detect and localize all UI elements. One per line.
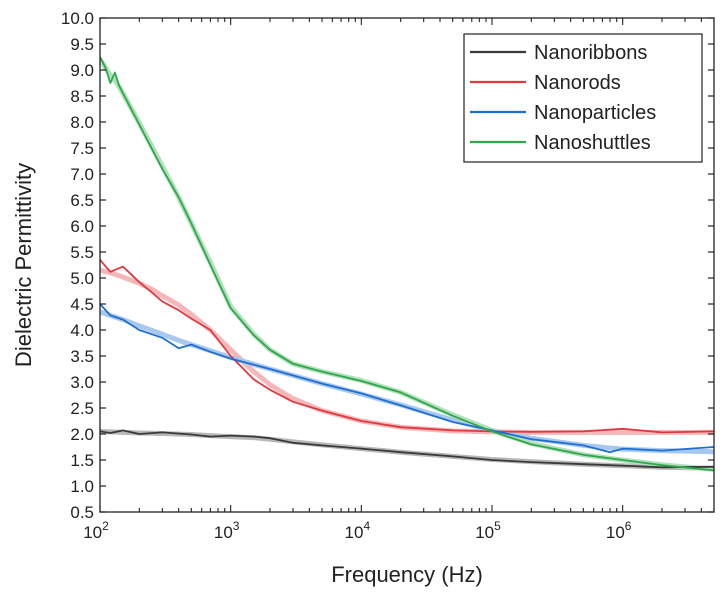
y-tick-label: 7.5	[70, 139, 94, 158]
x-axis: 102 103 104 105 106	[83, 18, 715, 542]
y-axis-title: Dielectric Permittivity	[11, 163, 36, 367]
y-tick-label: 3.5	[70, 347, 94, 366]
y-tick-label: 10.0	[61, 9, 94, 28]
y-tick-label: 6.0	[70, 217, 94, 236]
y-tick-label: 7.0	[70, 165, 94, 184]
series-line-nanoshuttles	[100, 56, 714, 472]
y-tick-label: 4.5	[70, 295, 94, 314]
y-tick-label: 0.5	[70, 503, 94, 522]
y-tick-label: 8.0	[70, 113, 94, 132]
legend-label: Nanoribbons	[534, 42, 647, 64]
series-line-nanoparticles	[100, 303, 714, 454]
y-axis: 0.5 1.0 1.5 2.0 2.5 3.0 3.5 4.0 4.5 5.0 5.5 6.0 6.5 7…	[61, 9, 714, 522]
y-tick-label: 4.0	[70, 321, 94, 340]
legend-label: Nanoshuttles	[534, 132, 651, 154]
x-tick-label: 105	[475, 519, 501, 542]
legend: Nanoribbons Nanorods Nanoparticles Nanoshut…	[463, 33, 703, 163]
y-tick-label: 3.0	[70, 373, 94, 392]
x-tick-label: 104	[345, 519, 371, 542]
y-tick-label: 2.0	[70, 425, 94, 444]
series-line-nanorods	[100, 259, 714, 434]
x-tick-label: 103	[214, 519, 240, 542]
y-tick-label: 6.5	[70, 191, 94, 210]
y-tick-label: 8.5	[70, 87, 94, 106]
legend-box	[463, 33, 703, 163]
x-axis-title: Frequency (Hz)	[331, 562, 483, 587]
y-tick-label: 1.0	[70, 477, 94, 496]
y-tick-label: 9.5	[70, 35, 94, 54]
series-layer	[100, 56, 714, 472]
series-line-nanoribbons	[100, 429, 714, 469]
y-tick-label: 9.0	[70, 61, 94, 80]
y-tick-label: 2.5	[70, 399, 94, 418]
y-tick-label: 1.5	[70, 451, 94, 470]
plot-frame	[99, 17, 715, 513]
x-tick-label: 106	[606, 519, 632, 542]
legend-label: Nanoparticles	[534, 102, 656, 124]
y-tick-label: 5.0	[70, 269, 94, 288]
legend-label: Nanorods	[534, 72, 621, 94]
x-tick-label: 102	[83, 519, 109, 542]
plot-area	[100, 56, 714, 472]
y-tick-label: 5.5	[70, 243, 94, 262]
